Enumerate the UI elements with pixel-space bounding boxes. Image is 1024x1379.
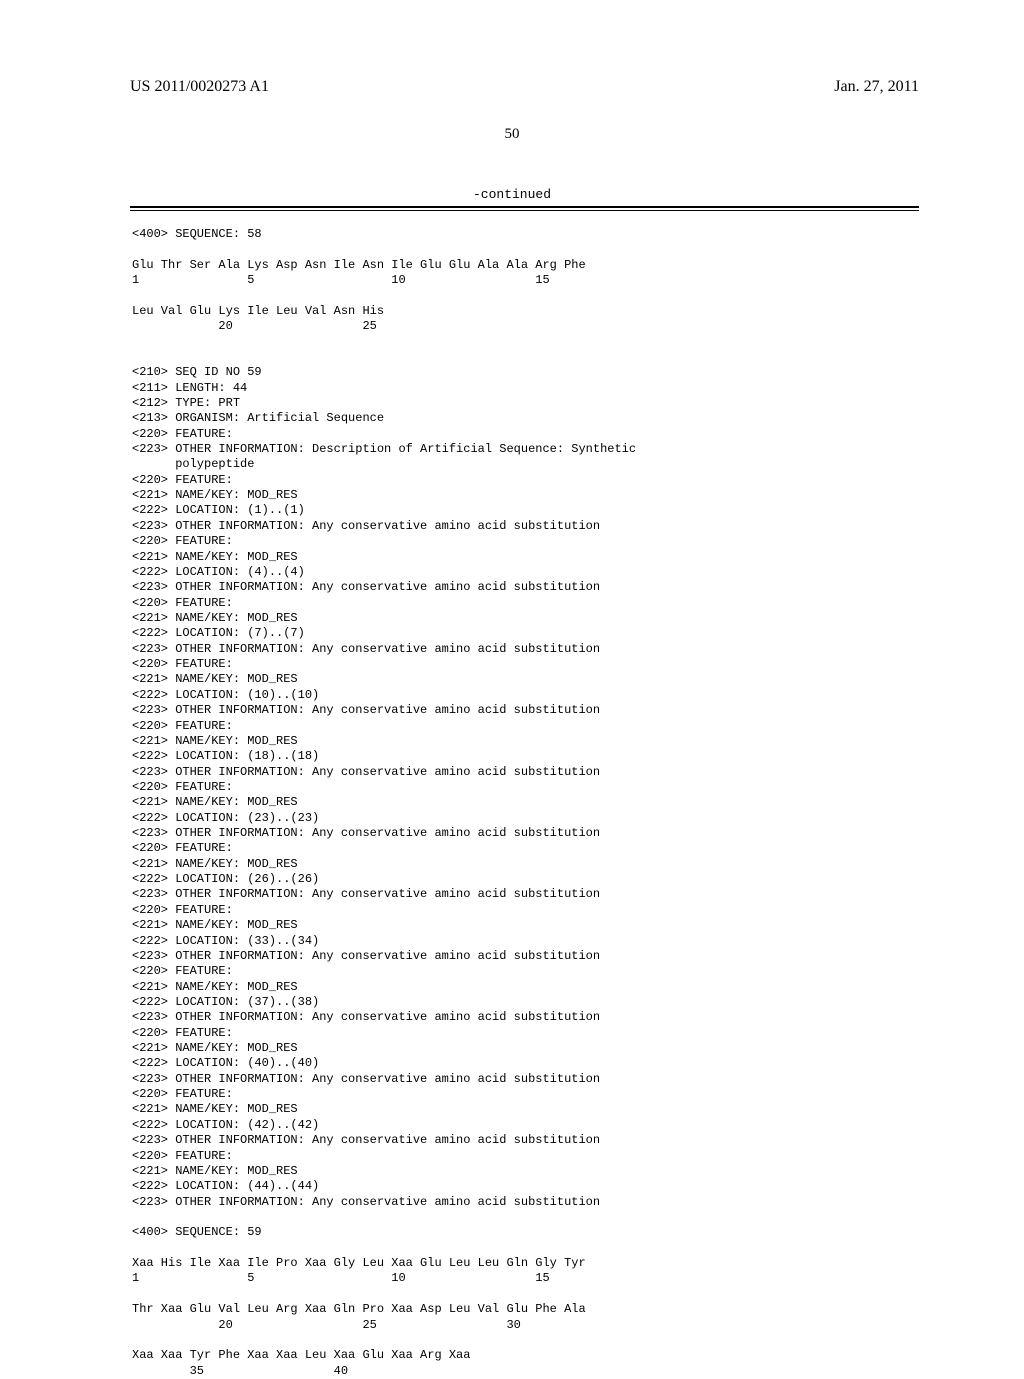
feat-221-11: <221> NAME/KEY: MOD_RES [132,1102,298,1116]
feat-221-7: <221> NAME/KEY: MOD_RES [132,857,298,871]
feat-220-11: <220> FEATURE: [132,1087,233,1101]
feat-220-1: <220> FEATURE: [132,473,233,487]
feat-223-6: <223> OTHER INFORMATION: Any conservativ… [132,826,600,840]
feat-223-4: <223> OTHER INFORMATION: Any conservativ… [132,703,600,717]
feat-223a: <223> OTHER INFORMATION: Description of … [132,442,636,456]
feat-221-6: <221> NAME/KEY: MOD_RES [132,795,298,809]
publication-number: US 2011/0020273 A1 [130,78,269,96]
feat-220: <220> FEATURE: [132,427,233,441]
feat-222-8: <222> LOCATION: (33)..(34) [132,934,319,948]
feat-221-9: <221> NAME/KEY: MOD_RES [132,980,298,994]
feat-223-9: <223> OTHER INFORMATION: Any conservativ… [132,1010,600,1024]
feat-223-10: <223> OTHER INFORMATION: Any conservativ… [132,1072,600,1086]
feat-223-11: <223> OTHER INFORMATION: Any conservativ… [132,1133,600,1147]
seq58-row1: Glu Thr Ser Ala Lys Asp Asn Ile Asn Ile … [132,258,586,272]
feat-221-8: <221> NAME/KEY: MOD_RES [132,918,298,932]
feat-222-9: <222> LOCATION: (37)..(38) [132,995,319,1009]
feat-222-5: <222> LOCATION: (18)..(18) [132,749,319,763]
feat-221-2: <221> NAME/KEY: MOD_RES [132,550,298,564]
feat-222-7: <222> LOCATION: (26)..(26) [132,872,319,886]
feat-220-12: <220> FEATURE: [132,1149,233,1163]
feat-type: <212> TYPE: PRT [132,396,240,410]
feat-220-9: <220> FEATURE: [132,964,233,978]
sequence-listing: <400> SEQUENCE: 58 Glu Thr Ser Ala Lys A… [0,211,1024,1379]
feat-221-12: <221> NAME/KEY: MOD_RES [132,1164,298,1178]
feat-221-5: <221> NAME/KEY: MOD_RES [132,734,298,748]
feat-222-12: <222> LOCATION: (44)..(44) [132,1179,319,1193]
feat-222-1: <222> LOCATION: (1)..(1) [132,503,305,517]
feat-221-3: <221> NAME/KEY: MOD_RES [132,611,298,625]
feat-length: <211> LENGTH: 44 [132,381,247,395]
feat-223-5: <223> OTHER INFORMATION: Any conservativ… [132,765,600,779]
seq58-row1-nums: 1 5 10 15 [132,273,550,287]
continued-label: -continued [0,187,1024,202]
feat-222-10: <222> LOCATION: (40)..(40) [132,1056,319,1070]
feat-220-10: <220> FEATURE: [132,1026,233,1040]
seq59-row1-nums: 1 5 10 15 [132,1271,550,1285]
feat-220-3: <220> FEATURE: [132,596,233,610]
feat-221-1: <221> NAME/KEY: MOD_RES [132,488,298,502]
feat-222-2: <222> LOCATION: (4)..(4) [132,565,305,579]
feat-223-7: <223> OTHER INFORMATION: Any conservativ… [132,887,600,901]
seq59-row1: Xaa His Ile Xaa Ile Pro Xaa Gly Leu Xaa … [132,1256,586,1270]
seq58-row2-nums: 20 25 [132,319,377,333]
feat-222-6: <222> LOCATION: (23)..(23) [132,811,319,825]
feat-221-4: <221> NAME/KEY: MOD_RES [132,672,298,686]
feat-223b: polypeptide [132,457,254,471]
seq59-row2: Thr Xaa Glu Val Leu Arg Xaa Gln Pro Xaa … [132,1302,586,1316]
feat-220-7: <220> FEATURE: [132,841,233,855]
feat-222-11: <222> LOCATION: (42)..(42) [132,1118,319,1132]
feat-221-10: <221> NAME/KEY: MOD_RES [132,1041,298,1055]
feat-223-8: <223> OTHER INFORMATION: Any conservativ… [132,949,600,963]
feat-seqid: <210> SEQ ID NO 59 [132,365,262,379]
page: US 2011/0020273 A1 Jan. 27, 2011 50 -con… [0,0,1024,1320]
seq59-row3-nums: 35 40 [132,1364,348,1378]
seq59-row3: Xaa Xaa Tyr Phe Xaa Xaa Leu Xaa Glu Xaa … [132,1348,470,1362]
feat-220-5: <220> FEATURE: [132,719,233,733]
seq58-header: <400> SEQUENCE: 58 [132,227,262,241]
seq58-row2: Leu Val Glu Lys Ile Leu Val Asn His [132,304,384,318]
publication-date: Jan. 27, 2011 [834,78,919,96]
feat-220-8: <220> FEATURE: [132,903,233,917]
feat-223-1: <223> OTHER INFORMATION: Any conservativ… [132,519,600,533]
page-number: 50 [0,126,1024,143]
feat-222-4: <222> LOCATION: (10)..(10) [132,688,319,702]
feat-223-2: <223> OTHER INFORMATION: Any conservativ… [132,580,600,594]
feat-223-3: <223> OTHER INFORMATION: Any conservativ… [132,642,600,656]
seq59-header: <400> SEQUENCE: 59 [132,1225,262,1239]
feat-organism: <213> ORGANISM: Artificial Sequence [132,411,384,425]
feat-223-12: <223> OTHER INFORMATION: Any conservativ… [132,1195,600,1209]
feat-222-3: <222> LOCATION: (7)..(7) [132,626,305,640]
feat-220-4: <220> FEATURE: [132,657,233,671]
feat-220-2: <220> FEATURE: [132,534,233,548]
rule-heavy [130,206,919,208]
feat-220-6: <220> FEATURE: [132,780,233,794]
page-header: US 2011/0020273 A1 Jan. 27, 2011 [0,0,1024,96]
